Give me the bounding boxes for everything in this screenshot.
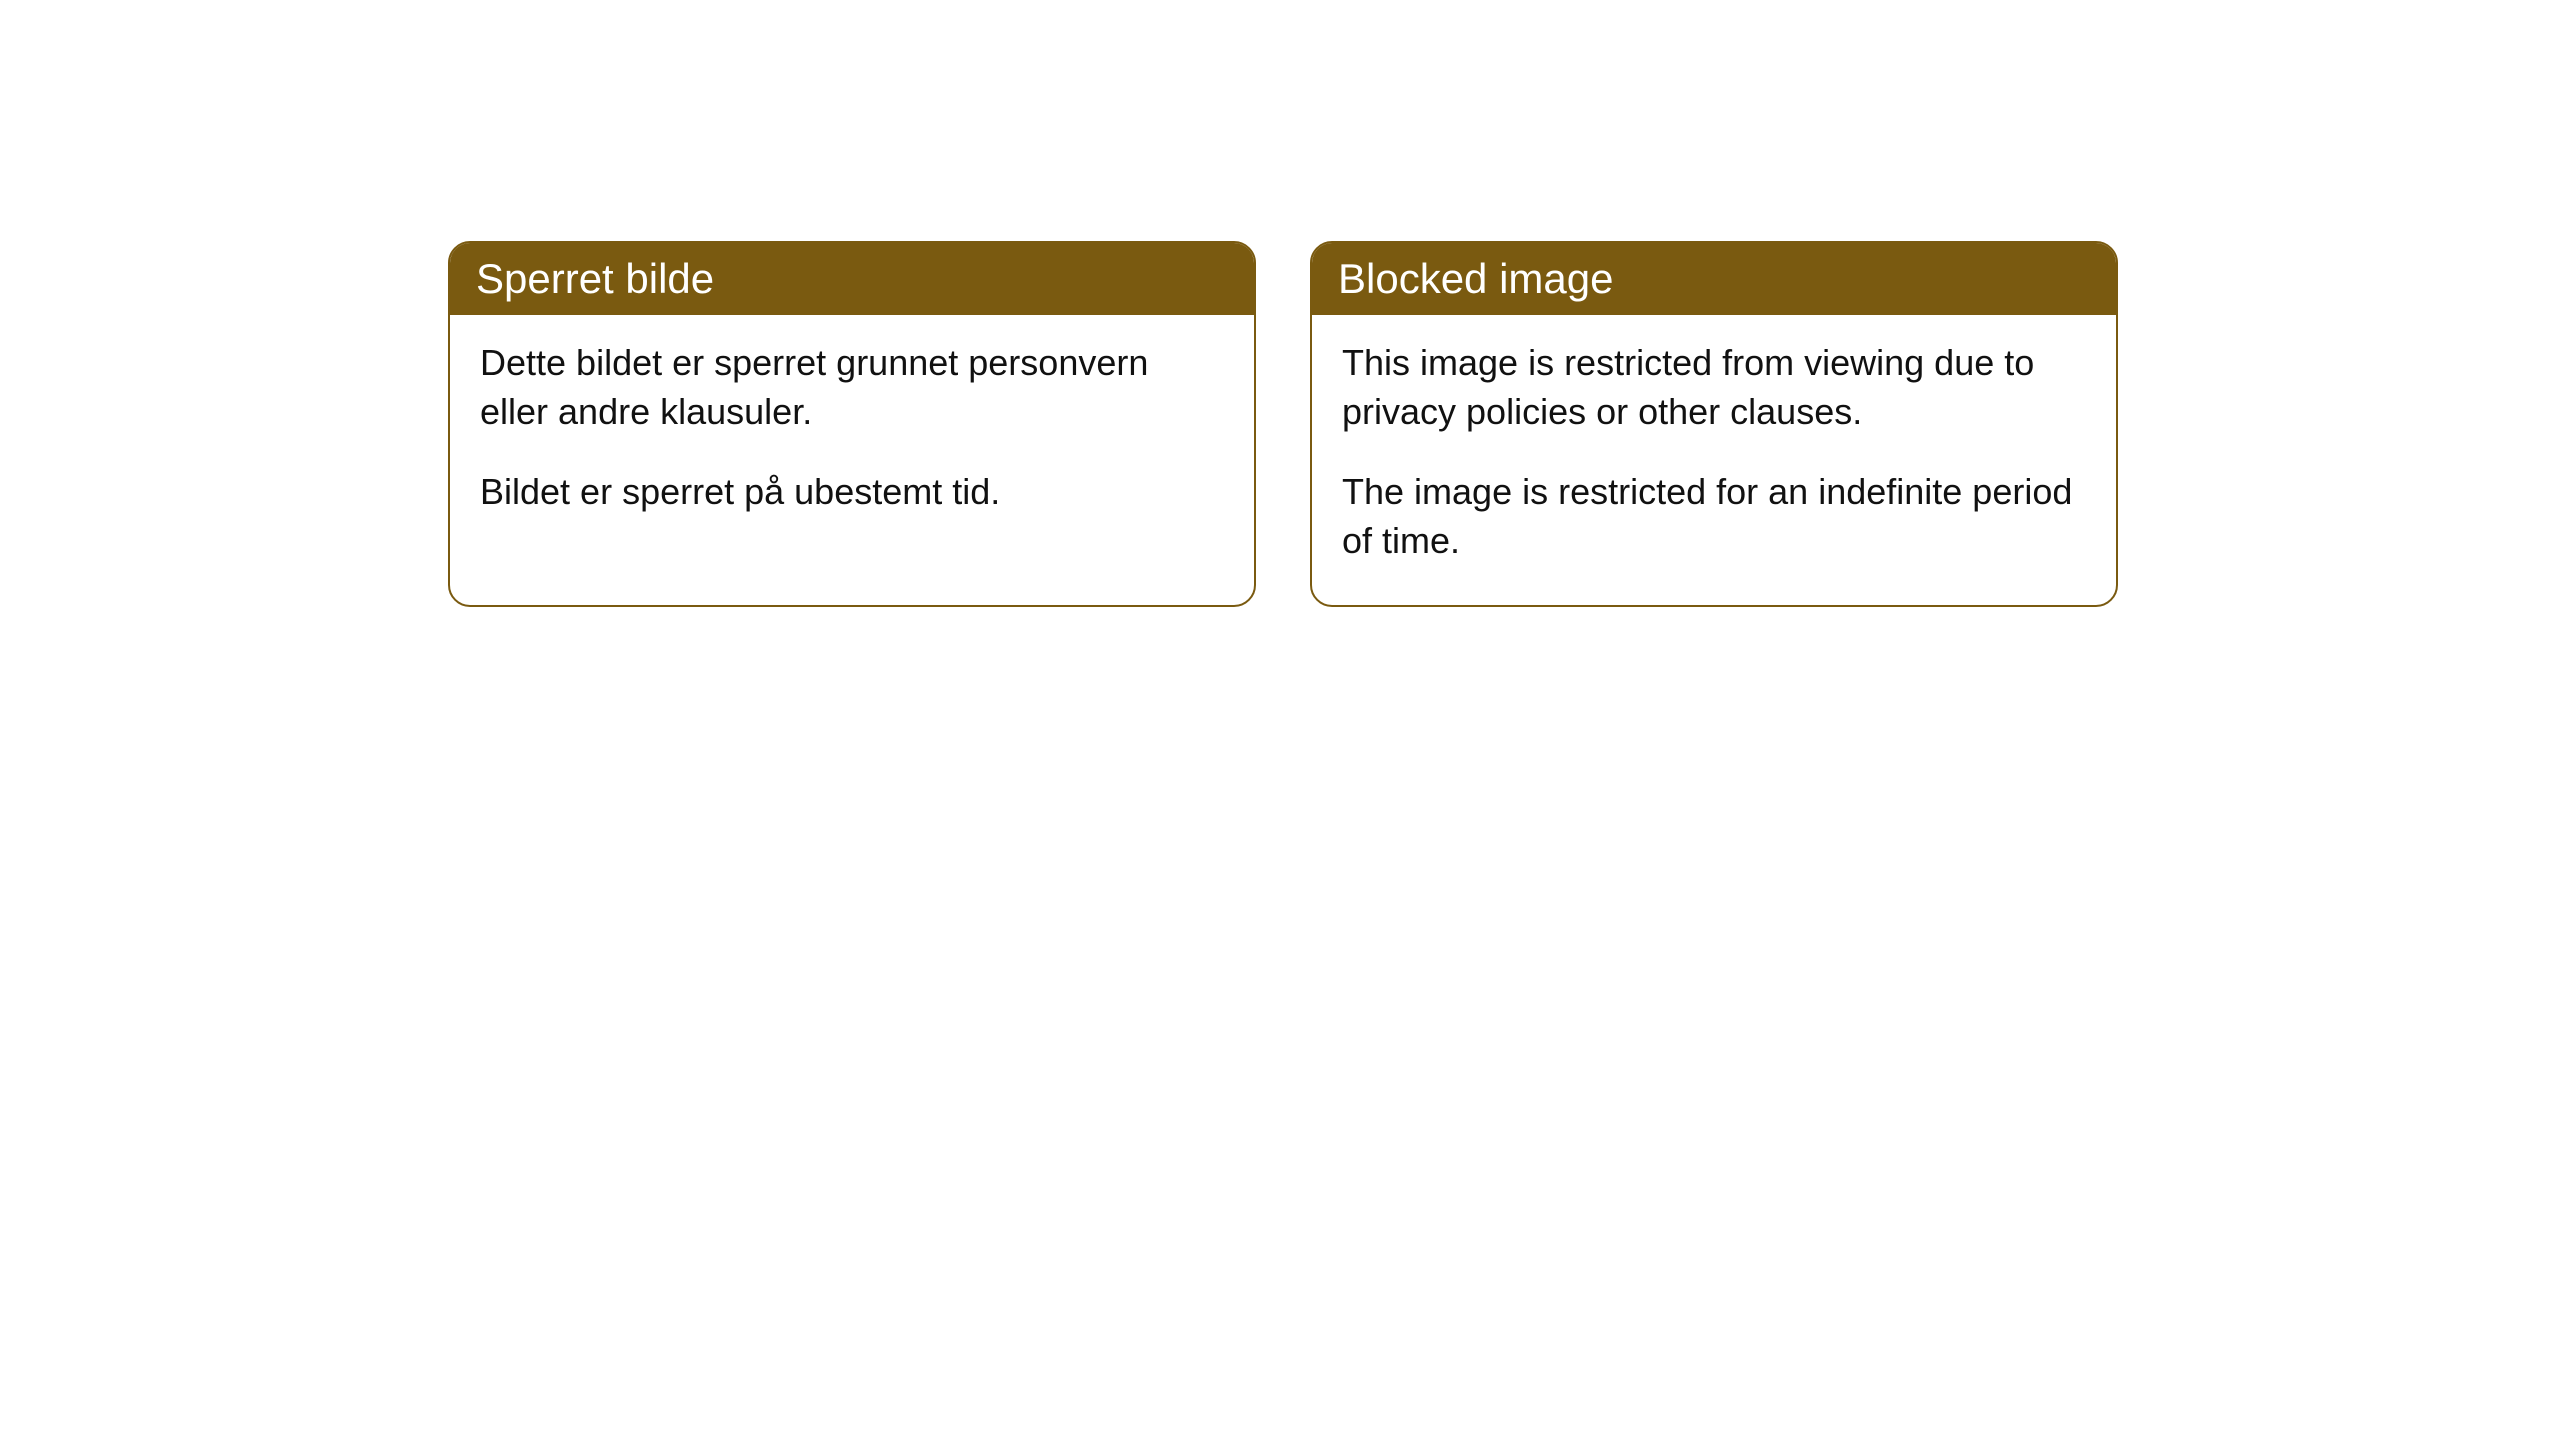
card-paragraph: The image is restricted for an indefinit… — [1342, 468, 2086, 565]
card-paragraph: Bildet er sperret på ubestemt tid. — [480, 468, 1224, 517]
card-body-norwegian: Dette bildet er sperret grunnet personve… — [450, 315, 1254, 557]
card-title: Blocked image — [1338, 255, 1613, 302]
blocked-image-card-norwegian: Sperret bilde Dette bildet er sperret gr… — [448, 241, 1256, 607]
card-paragraph: This image is restricted from viewing du… — [1342, 339, 2086, 436]
card-header-norwegian: Sperret bilde — [450, 243, 1254, 315]
card-header-english: Blocked image — [1312, 243, 2116, 315]
notice-container: Sperret bilde Dette bildet er sperret gr… — [0, 0, 2560, 607]
blocked-image-card-english: Blocked image This image is restricted f… — [1310, 241, 2118, 607]
card-title: Sperret bilde — [476, 255, 714, 302]
card-body-english: This image is restricted from viewing du… — [1312, 315, 2116, 605]
card-paragraph: Dette bildet er sperret grunnet personve… — [480, 339, 1224, 436]
